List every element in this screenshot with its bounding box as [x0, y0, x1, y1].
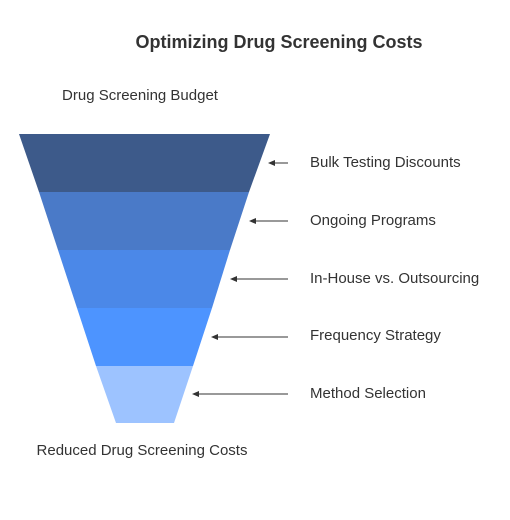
stage-label-2: Ongoing Programs [310, 212, 436, 229]
stage-label-4: Frequency Strategy [310, 327, 441, 344]
funnel-top-label: Drug Screening Budget [62, 87, 218, 104]
stage-label-5: Method Selection [310, 385, 426, 402]
funnel-stage-5 [96, 366, 193, 423]
funnel-bottom-label: Reduced Drug Screening Costs [36, 442, 248, 459]
arrow-5 [192, 391, 288, 397]
arrow-3-head [230, 276, 237, 282]
arrow-4-head [211, 334, 218, 340]
diagram-title: Optimizing Drug Screening Costs [135, 32, 423, 52]
arrow-1 [268, 160, 288, 166]
stage-label-1: Bulk Testing Discounts [310, 154, 461, 171]
arrow-3 [230, 276, 288, 282]
funnel-stage-1 [19, 134, 270, 192]
arrow-4 [211, 334, 288, 340]
arrow-2-head [249, 218, 256, 224]
arrow-2 [249, 218, 288, 224]
arrow-1-head [268, 160, 275, 166]
stage-label-3: In-House vs. Outsourcing [310, 270, 480, 287]
funnel-stage-2 [39, 192, 249, 250]
arrow-5-head [192, 391, 199, 397]
funnel-stage-3 [58, 250, 230, 308]
funnel-stage-4 [77, 308, 212, 366]
